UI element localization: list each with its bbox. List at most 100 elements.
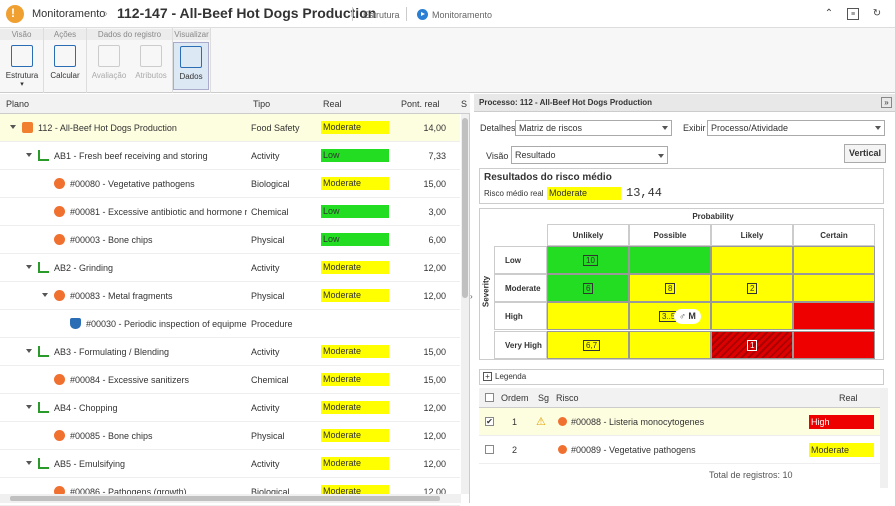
row-checkbox[interactable]: ✔ [485,417,494,426]
matrix-cell[interactable] [793,246,875,274]
plan-name: #00086 - Pathogens (growth) [70,487,187,497]
detalhes-select[interactable]: Matriz de riscos [515,120,672,136]
matrix-cell[interactable] [629,274,711,302]
play-icon [417,9,428,20]
expand-toggle-icon[interactable] [26,405,32,409]
expand-icon[interactable]: » [881,97,892,108]
table-row[interactable]: 112 - All-Beef Hot Dogs Production Food S… [0,114,460,142]
expand-toggle-icon[interactable] [42,293,48,297]
collapse-icon[interactable]: ⌃ [824,8,834,19]
table-row[interactable]: AB3 - Formulating / Blending Activity Mode… [0,338,460,366]
tipo-value: Activity [251,347,280,357]
app-header: ! Monitoramento › 112-147 - All-Beef Hot… [0,0,895,28]
matrix-cell[interactable] [629,331,711,359]
expand-toggle-icon[interactable] [26,265,32,269]
vertical-button[interactable]: Vertical [844,144,886,163]
sev-row-header: Very High [494,331,547,359]
risk-row[interactable]: 2 #00089 - Vegetative pathogens Moderate [479,436,884,464]
col-risco[interactable]: Risco [556,393,579,403]
risk-count[interactable]: 6 [583,283,594,294]
real-badge: Moderate [321,401,389,414]
link-monitoramento[interactable]: Monitoramento [432,10,493,20]
expand-toggle-icon[interactable] [26,153,32,157]
table-row[interactable]: #00030 - Periodic inspection of equipmen… [0,310,460,338]
table-row[interactable]: AB4 - Chopping Activity Moderate 12,00 [0,394,460,422]
visao-select[interactable]: Resultado [511,146,668,164]
table-row[interactable]: #00085 - Bone chips Physical Moderate 12,00 [0,422,460,450]
table-row[interactable]: AB1 - Fresh beef receiving and storing Ac… [0,142,460,170]
matrix-cell[interactable] [629,246,711,274]
matrix-cell[interactable] [711,331,793,359]
table-row[interactable]: AB5 - Emulsifying Activity Moderate 12,00 [0,450,460,478]
risk-count[interactable]: 1 [747,340,758,351]
risk-count[interactable]: 6,7 [583,340,601,351]
pont-value: 12,00 [423,459,446,469]
exibir-select[interactable]: Processo/Atividade [707,120,885,136]
table-row[interactable]: #00003 - Bone chips Physical Low 6,00 [0,226,460,254]
matrix-cell[interactable] [547,274,629,302]
plan-name: #00003 - Bone chips [70,235,153,245]
col-ordem[interactable]: Ordem [501,393,529,403]
risco-medio-score: 13,44 [626,186,663,200]
dados-button[interactable]: Dados [173,42,209,90]
pont-value: 14,00 [423,123,446,133]
link-estrutura[interactable]: Estrutura [363,10,400,20]
select-all-checkbox[interactable] [485,393,494,402]
table-row[interactable]: AB2 - Grinding Activity Moderate 12,00 [0,254,460,282]
vertical-scrollbar[interactable] [461,114,469,494]
col-real[interactable]: Real [317,94,395,114]
matrix-cell[interactable] [711,274,793,302]
col-tipo[interactable]: Tipo [247,94,317,114]
matrix-cell[interactable] [711,302,793,330]
horizontal-scrollbar[interactable] [0,494,461,503]
row-checkbox[interactable] [485,445,494,454]
risk-count[interactable]: 2 [747,283,758,294]
expand-toggle-icon[interactable] [26,349,32,353]
prob-col-header: Possible [629,224,711,246]
expand-toggle-icon[interactable] [26,461,32,465]
refresh-icon[interactable]: ↻ [872,8,882,19]
table-scrollbar[interactable] [880,388,888,488]
risk-icon [54,178,65,189]
col-s[interactable]: S [455,94,470,114]
col-real[interactable]: Real [839,393,858,403]
col-plano[interactable]: Plano [0,94,247,114]
plan-name: #00081 - Excessive antibiotic and hormon… [70,207,247,217]
risk-count[interactable]: 8 [665,283,676,294]
tipo-value: Activity [251,263,280,273]
matrix-cell[interactable] [793,331,875,359]
tipo-value: Activity [251,459,280,469]
risco-medio-badge: Moderate [547,187,621,200]
atributos-button[interactable]: Atributos [131,42,171,90]
expand-toggle-icon[interactable] [10,125,16,129]
group-dados-registro: Dados do registro Avaliação Atributos [87,28,173,93]
matrix-cell[interactable] [711,246,793,274]
calcular-button[interactable]: Calcular [45,42,85,90]
estrutura-button[interactable]: Estrutura ▾ [2,42,42,90]
col-pont-real[interactable]: Pont. real [395,94,455,114]
list-icon[interactable]: ≡ [847,8,859,20]
group-acoes: Ações Calcular [44,28,87,93]
table-row[interactable]: #00083 - Metal fragments Physical Moderate… [0,282,460,310]
real-badge: Moderate [321,429,389,442]
plus-icon[interactable]: + [483,372,492,381]
results-title: Resultados do risco médio [484,172,612,183]
matrix-cell[interactable] [793,274,875,302]
table-row[interactable]: #00084 - Excessive sanitizers Chemical Mod… [0,366,460,394]
risk-row[interactable]: ✔ 1 ⚠ #00088 - Listeria monocytogenes High [479,408,884,436]
matrix-cell[interactable] [547,331,629,359]
x-axis-title: Probability [692,212,734,221]
table-row[interactable]: #00080 - Vegetative pathogens Biological M… [0,170,460,198]
legend-label: Legenda [495,372,527,381]
matrix-cell[interactable] [793,302,875,330]
activity-icon [38,262,49,273]
tipo-value: Physical [251,291,285,301]
col-sg[interactable]: Sg [538,393,550,403]
avaliacao-button[interactable]: Avaliação [89,42,129,90]
matrix-cell[interactable] [547,246,629,274]
legend-bar[interactable]: + Legenda [479,369,884,385]
risk-count[interactable]: 10 [583,255,598,266]
splitter-arrow-icon[interactable]: › [470,292,473,301]
table-row[interactable]: #00081 - Excessive antibiotic and hormon… [0,198,460,226]
matrix-cell[interactable] [547,302,629,330]
